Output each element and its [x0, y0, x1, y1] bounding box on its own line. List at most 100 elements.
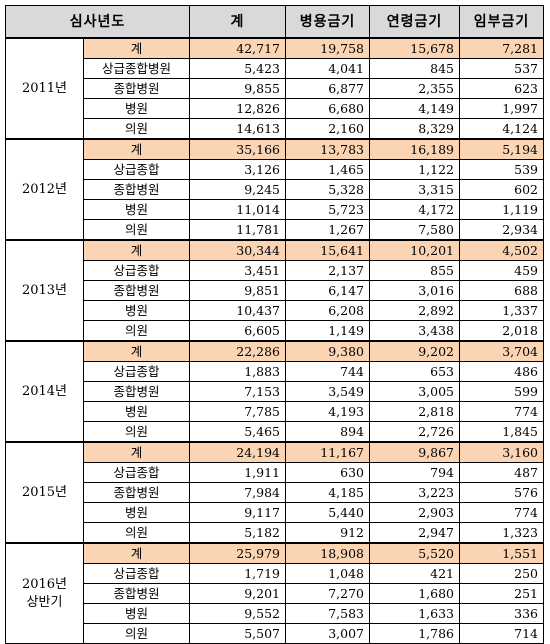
category-cell: 계 [83, 239, 190, 261]
value-cell: 1,267 [285, 219, 370, 241]
value-cell: 2,947 [369, 522, 460, 544]
year-cell: 2016년 상반기 [5, 542, 84, 644]
table-row: 종합병원 9,855 6,877 2,355 623 [6, 78, 544, 99]
category-cell: 의원 [83, 219, 190, 241]
value-cell: 2,726 [369, 421, 460, 443]
value-cell: 12,826 [189, 98, 286, 119]
value-cell: 9,201 [189, 583, 286, 604]
value-cell: 35,166 [189, 138, 286, 160]
table-row: 상급종합 1,883 744 653 486 [6, 361, 544, 382]
value-cell: 5,440 [285, 502, 370, 523]
value-cell: 5,723 [285, 199, 370, 220]
table-row: 종합병원 7,984 4,185 3,223 576 [6, 482, 544, 503]
value-cell: 4,041 [285, 58, 370, 79]
value-cell: 714 [459, 623, 544, 644]
value-cell: 5,423 [189, 58, 286, 79]
category-cell: 의원 [83, 421, 190, 443]
value-cell: 845 [369, 58, 460, 79]
value-cell: 15,641 [285, 239, 370, 261]
value-cell: 11,014 [189, 199, 286, 220]
value-cell: 251 [459, 583, 544, 604]
value-cell: 9,245 [189, 179, 286, 200]
table-row: 종합병원 9,851 6,147 3,016 688 [6, 280, 544, 301]
value-cell: 602 [459, 179, 544, 200]
table-row-total: 2014년 계 22,286 9,380 9,202 3,704 [5, 340, 544, 443]
header-cell-combination: 병용금기 [285, 5, 370, 39]
value-cell: 3,126 [189, 159, 286, 180]
value-cell: 10,437 [189, 300, 286, 321]
value-cell: 4,124 [459, 118, 544, 140]
value-cell: 2,892 [369, 300, 460, 321]
table-row: 병원 11,014 5,723 4,172 1,119 [6, 199, 544, 220]
category-cell: 종합병원 [83, 482, 190, 503]
value-cell: 421 [369, 563, 460, 584]
value-cell: 3,438 [369, 320, 460, 342]
category-cell: 상급종합 [83, 159, 190, 180]
category-cell: 계 [83, 542, 190, 564]
value-cell: 6,680 [285, 98, 370, 119]
value-cell: 1,465 [285, 159, 370, 180]
header-cell-total: 계 [189, 5, 286, 39]
table-row: 병원 9,552 7,583 1,633 336 [6, 603, 544, 624]
value-cell: 5,465 [189, 421, 286, 443]
value-cell: 19,758 [285, 37, 370, 59]
category-cell: 병원 [83, 502, 190, 523]
value-cell: 7,270 [285, 583, 370, 604]
table-row: 종합병원 7,153 3,549 3,005 599 [6, 381, 544, 402]
value-cell: 15,678 [369, 37, 460, 59]
value-cell: 1,048 [285, 563, 370, 584]
value-cell: 42,717 [189, 37, 286, 59]
value-cell: 7,984 [189, 482, 286, 503]
value-cell: 4,193 [285, 401, 370, 422]
value-cell: 1,323 [459, 522, 544, 544]
value-cell: 1,883 [189, 361, 286, 382]
value-cell: 22,286 [189, 340, 286, 362]
value-cell: 2,160 [285, 118, 370, 140]
value-cell: 4,172 [369, 199, 460, 220]
value-cell: 744 [285, 361, 370, 382]
value-cell: 3,451 [189, 260, 286, 281]
value-cell: 8,329 [369, 118, 460, 140]
category-cell: 종합병원 [83, 78, 190, 99]
contraindication-table: 심사년도 계 병용금기 연령금기 임부금기 2011년 계 42,717 19,758… [5, 5, 544, 644]
table-row-total: 2011년 계 42,717 19,758 15,678 7,281 [5, 37, 544, 140]
value-cell: 9,851 [189, 280, 286, 301]
category-cell: 계 [83, 340, 190, 362]
value-cell: 18,908 [285, 542, 370, 564]
category-cell: 병원 [83, 199, 190, 220]
value-cell: 1,997 [459, 98, 544, 119]
table-row: 의원 11,781 1,267 7,580 2,934 [6, 219, 544, 241]
year-cell: 2015년 [5, 441, 84, 544]
value-cell: 1,122 [369, 159, 460, 180]
value-cell: 576 [459, 482, 544, 503]
value-cell: 7,583 [285, 603, 370, 624]
table-row: 병원 10,437 6,208 2,892 1,337 [6, 300, 544, 321]
value-cell: 2,934 [459, 219, 544, 241]
value-cell: 894 [285, 421, 370, 443]
table-row-total: 2015년 계 24,194 11,167 9,867 3,160 [5, 441, 544, 544]
value-cell: 7,153 [189, 381, 286, 402]
table-body: 2011년 계 42,717 19,758 15,678 7,281 상급종합병원 5,423… [5, 37, 544, 644]
value-cell: 1,337 [459, 300, 544, 321]
value-cell: 539 [459, 159, 544, 180]
table-row: 의원 14,613 2,160 8,329 4,124 [6, 118, 544, 140]
value-cell: 855 [369, 260, 460, 281]
value-cell: 3,005 [369, 381, 460, 402]
category-cell: 의원 [83, 320, 190, 342]
value-cell: 4,149 [369, 98, 460, 119]
table-row: 병원 12,826 6,680 4,149 1,997 [6, 98, 544, 119]
value-cell: 5,182 [189, 522, 286, 544]
value-cell: 25,979 [189, 542, 286, 564]
value-cell: 4,502 [459, 239, 544, 261]
value-cell: 599 [459, 381, 544, 402]
category-cell: 종합병원 [83, 179, 190, 200]
value-cell: 10,201 [369, 239, 460, 261]
value-cell: 2,818 [369, 401, 460, 422]
value-cell: 9,380 [285, 340, 370, 362]
value-cell: 336 [459, 603, 544, 624]
value-cell: 688 [459, 280, 544, 301]
category-cell: 종합병원 [83, 583, 190, 604]
year-cell: 2012년 [5, 138, 84, 241]
data-table-container: 심사년도 계 병용금기 연령금기 임부금기 2011년 계 42,717 19,758… [5, 5, 544, 644]
value-cell: 7,785 [189, 401, 286, 422]
